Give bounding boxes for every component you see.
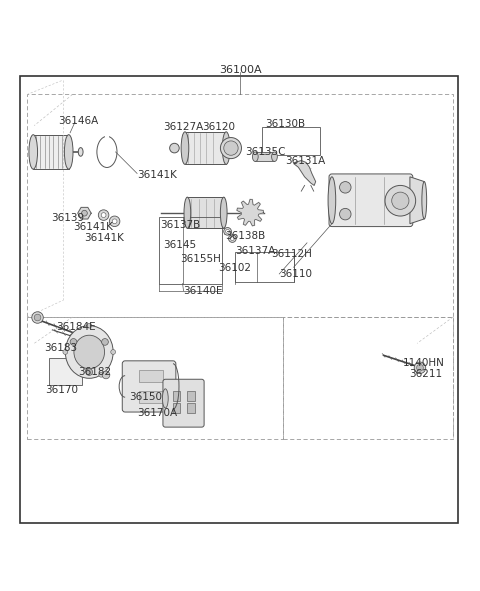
Circle shape <box>339 209 351 220</box>
Text: 36137A: 36137A <box>235 246 276 256</box>
Ellipse shape <box>65 326 113 378</box>
Ellipse shape <box>328 177 336 224</box>
Circle shape <box>102 371 110 379</box>
Bar <box>172 391 180 401</box>
Circle shape <box>32 312 43 323</box>
Text: 36127A: 36127A <box>163 122 204 132</box>
Bar <box>235 252 294 282</box>
Bar <box>262 127 321 155</box>
Text: 36141K: 36141K <box>84 233 124 243</box>
Text: 1140HN: 1140HN <box>403 359 444 368</box>
Circle shape <box>392 192 409 209</box>
Text: 36131A: 36131A <box>286 157 326 167</box>
Text: 36138B: 36138B <box>225 230 265 241</box>
Circle shape <box>87 323 92 328</box>
Circle shape <box>99 372 104 377</box>
Text: 36141K: 36141K <box>73 222 113 232</box>
Circle shape <box>245 208 255 217</box>
Text: 36211: 36211 <box>409 369 443 378</box>
Bar <box>27 317 283 439</box>
Circle shape <box>414 362 426 374</box>
Ellipse shape <box>181 132 189 164</box>
Bar <box>187 391 194 401</box>
Ellipse shape <box>29 135 37 169</box>
Circle shape <box>226 229 229 233</box>
Text: 36140E: 36140E <box>183 285 223 296</box>
Text: 36145: 36145 <box>163 240 196 250</box>
Bar <box>187 403 194 413</box>
Circle shape <box>98 210 109 220</box>
Ellipse shape <box>222 132 230 164</box>
Text: 36100A: 36100A <box>219 65 261 75</box>
Bar <box>283 317 453 439</box>
Text: 36112H: 36112H <box>271 249 312 259</box>
Circle shape <box>102 339 108 345</box>
Text: 36184E: 36184E <box>56 322 96 332</box>
Circle shape <box>63 350 68 355</box>
Text: 36141K: 36141K <box>137 170 177 180</box>
Circle shape <box>339 181 351 193</box>
Text: 36120: 36120 <box>202 122 235 132</box>
Circle shape <box>101 213 106 217</box>
Polygon shape <box>78 207 91 219</box>
Text: 36110: 36110 <box>279 269 312 279</box>
Circle shape <box>230 236 234 241</box>
Ellipse shape <box>64 135 73 169</box>
Circle shape <box>34 314 41 321</box>
Text: 36183: 36183 <box>44 343 77 353</box>
Circle shape <box>224 141 238 155</box>
Text: 36170: 36170 <box>45 385 78 395</box>
Bar <box>33 135 69 169</box>
Text: 36155H: 36155H <box>180 254 221 264</box>
Text: 36170A: 36170A <box>137 408 177 418</box>
Circle shape <box>111 350 116 355</box>
Bar <box>255 152 275 161</box>
Bar <box>172 403 180 413</box>
Bar <box>185 132 226 164</box>
Polygon shape <box>294 161 316 186</box>
Circle shape <box>70 339 77 345</box>
Ellipse shape <box>220 197 227 228</box>
Circle shape <box>220 138 241 158</box>
Polygon shape <box>410 177 424 224</box>
Circle shape <box>112 219 117 224</box>
Text: 36135C: 36135C <box>245 147 285 157</box>
Bar <box>187 197 224 228</box>
Ellipse shape <box>252 152 258 161</box>
Text: 36137B: 36137B <box>160 220 200 230</box>
Circle shape <box>109 216 120 226</box>
FancyBboxPatch shape <box>329 174 413 226</box>
Circle shape <box>82 210 87 216</box>
Circle shape <box>385 186 416 216</box>
Text: 36139: 36139 <box>51 213 84 223</box>
Ellipse shape <box>422 181 427 219</box>
Ellipse shape <box>162 389 168 408</box>
Text: 36146A: 36146A <box>58 116 98 126</box>
Ellipse shape <box>74 335 105 369</box>
FancyBboxPatch shape <box>122 361 176 412</box>
Polygon shape <box>237 199 264 226</box>
Ellipse shape <box>78 148 83 156</box>
Bar <box>139 370 163 382</box>
Text: 36150: 36150 <box>129 392 162 402</box>
Circle shape <box>224 228 231 235</box>
Bar <box>139 391 163 402</box>
Circle shape <box>169 143 179 153</box>
Bar <box>158 217 222 284</box>
Circle shape <box>86 369 93 375</box>
Bar <box>48 358 82 385</box>
Circle shape <box>228 235 236 242</box>
FancyBboxPatch shape <box>163 379 204 427</box>
Text: 36102: 36102 <box>218 263 252 272</box>
Ellipse shape <box>272 152 277 161</box>
Text: 36182: 36182 <box>78 367 111 377</box>
Bar <box>27 95 453 317</box>
Bar <box>105 133 109 138</box>
Circle shape <box>417 365 423 371</box>
Text: 36130B: 36130B <box>265 119 305 129</box>
Ellipse shape <box>184 197 191 228</box>
